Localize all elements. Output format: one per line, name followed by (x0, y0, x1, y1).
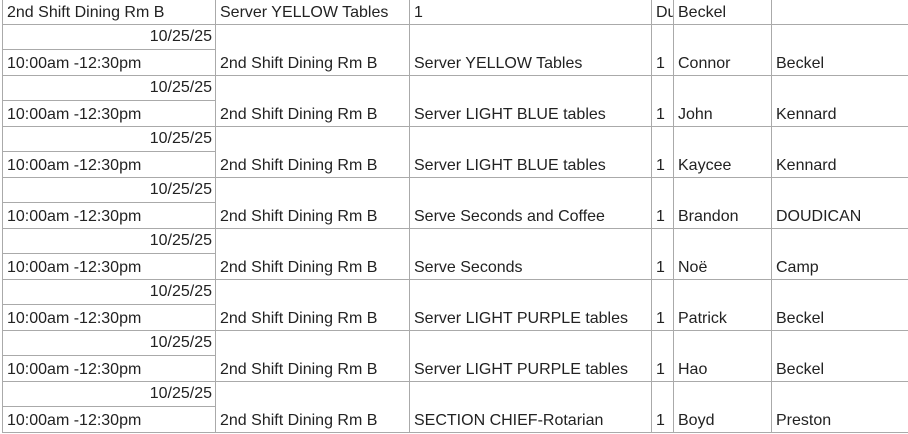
first-name-cell[interactable]: Noë (674, 229, 772, 280)
role-cell[interactable]: Server LIGHT BLUE tables (410, 76, 652, 127)
quantity-cell[interactable]: 1 (652, 382, 674, 433)
first-name-cell[interactable]: Boyd (674, 382, 772, 433)
first-name-cell[interactable]: Patrick (674, 280, 772, 331)
date-cell[interactable]: 10/25/25 (3, 331, 216, 356)
location-cell[interactable]: 2nd Shift Dining Rm B (216, 178, 410, 229)
quantity-cell[interactable]: 1 (410, 0, 652, 25)
location-cell[interactable]: 2nd Shift Dining Rm B (216, 382, 410, 433)
time-cell[interactable]: 10:00am -12:30pm (3, 203, 216, 229)
quantity-cell[interactable]: 1 (652, 331, 674, 382)
time-cell[interactable]: 10:00am -12:30pm (3, 407, 216, 433)
role-cell[interactable]: Server LIGHT BLUE tables (410, 127, 652, 178)
table-row: 10/25/25 10:00am -12:30pm 2nd Shift Dining… (2, 331, 908, 382)
last-name-cell[interactable]: Camp (772, 229, 908, 280)
date-cell[interactable]: 10/25/25 (3, 127, 216, 152)
quantity-cell[interactable]: 1 (652, 25, 674, 76)
location-cell[interactable]: 2nd Shift Dining Rm B (3, 0, 216, 25)
date-cell[interactable]: 10/25/25 (3, 229, 216, 254)
role-cell[interactable]: Server YELLOW Tables (216, 0, 410, 25)
last-name-cell[interactable]: Beckel (772, 280, 908, 331)
last-name-cell[interactable]: Beckel (674, 0, 772, 25)
last-name-cell[interactable]: DOUDICAN (772, 178, 908, 229)
first-name-cell[interactable]: John (674, 76, 772, 127)
first-name-cell[interactable]: Hao (674, 331, 772, 382)
time-cell[interactable]: 10:00am -12:30pm (3, 50, 216, 76)
quantity-cell[interactable]: 1 (652, 229, 674, 280)
time-cell[interactable]: 10:00am -12:30pm (3, 101, 216, 127)
location-cell[interactable]: 2nd Shift Dining Rm B (216, 229, 410, 280)
time-cell[interactable]: 10:00am -12:30pm (3, 356, 216, 382)
last-name-cell[interactable]: Beckel (772, 331, 908, 382)
date-cell[interactable]: 10/25/25 (3, 280, 216, 305)
first-name-cell[interactable]: Brandon (674, 178, 772, 229)
table-row: 10/25/25 10:00am -12:30pm 2nd Shift Dining… (2, 280, 908, 331)
role-cell[interactable]: SECTION CHIEF-Rotarian (410, 382, 652, 433)
location-cell[interactable]: 2nd Shift Dining Rm B (216, 280, 410, 331)
first-name-cell[interactable]: Connor (674, 25, 772, 76)
quantity-cell[interactable]: 1 (652, 178, 674, 229)
last-name-cell[interactable]: Kennard (772, 127, 908, 178)
location-cell[interactable]: 2nd Shift Dining Rm B (216, 25, 410, 76)
time-cell[interactable]: 10:00am -12:30pm (3, 305, 216, 331)
quantity-cell[interactable]: 1 (652, 76, 674, 127)
table-row: 10/25/25 10:00am -12:30pm 2nd Shift Dining… (2, 25, 908, 76)
table-row: 10/25/25 10:00am -12:30pm 2nd Shift Dining… (2, 76, 908, 127)
first-name-cell[interactable]: Kaycee (674, 127, 772, 178)
last-name-cell[interactable]: Kennard (772, 76, 908, 127)
location-cell[interactable]: 2nd Shift Dining Rm B (216, 76, 410, 127)
location-cell[interactable]: 2nd Shift Dining Rm B (216, 127, 410, 178)
date-cell[interactable]: 10/25/25 (3, 382, 216, 407)
time-cell[interactable]: 10:00am -12:30pm (3, 152, 216, 178)
last-name-cell[interactable]: Beckel (772, 25, 908, 76)
date-cell[interactable]: 10/25/25 (3, 178, 216, 203)
date-cell[interactable]: 10/25/25 (3, 25, 216, 50)
role-cell[interactable]: Serve Seconds (410, 229, 652, 280)
table-row: 10/25/25 10:00am -12:30pm 2nd Shift Dining… (2, 229, 908, 280)
table-row: 10/25/25 10:00am -12:30pm 2nd Shift Dining… (2, 127, 908, 178)
quantity-cell[interactable]: 1 (652, 127, 674, 178)
quantity-cell[interactable]: 1 (652, 280, 674, 331)
date-cell[interactable]: 10/25/25 (3, 76, 216, 101)
time-cell[interactable]: 10:00am -12:30pm (3, 254, 216, 280)
table-row: 10/25/25 10:00am -12:30pm 2nd Shift Dining… (2, 382, 908, 433)
role-cell[interactable]: Server LIGHT PURPLE tables (410, 331, 652, 382)
role-cell[interactable]: Server LIGHT PURPLE tables (410, 280, 652, 331)
table-row: 10/25/25 10:00am -12:30pm 2nd Shift Dining… (2, 178, 908, 229)
last-name-cell[interactable]: Preston (772, 382, 908, 433)
role-cell[interactable]: Serve Seconds and Coffee (410, 178, 652, 229)
location-cell[interactable]: 2nd Shift Dining Rm B (216, 331, 410, 382)
role-cell[interactable]: Server YELLOW Tables (410, 25, 652, 76)
first-name-cell[interactable]: Duncan (652, 0, 674, 25)
